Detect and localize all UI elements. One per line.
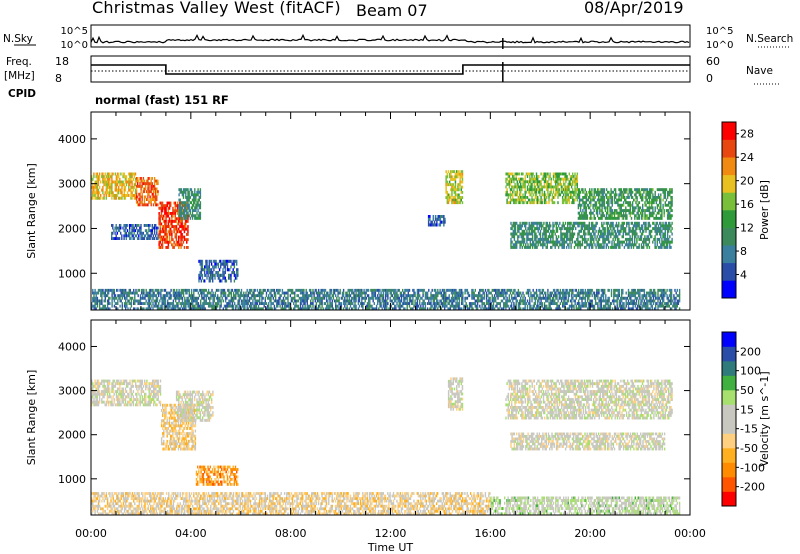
nave-tick-60: 60: [706, 55, 720, 68]
frequency-trace: [91, 64, 690, 75]
velocity-colorbar: [721, 331, 739, 507]
power-colorbar-tick-8: 8: [740, 245, 747, 258]
velocity-ylabel: Slant Range [km]: [25, 370, 38, 466]
power-panel: [91, 170, 681, 311]
velocity-region-2: [175, 390, 214, 422]
velocity-region-5: [505, 379, 673, 420]
nave-label: Nave: [746, 65, 773, 77]
xtick-3: 12:00: [375, 527, 407, 540]
velocity-region-8: [490, 496, 681, 516]
power-colorbar-tick-20: 20: [740, 175, 754, 188]
velocity-region-6: [510, 432, 666, 451]
velocity-ytick-3000: 3000: [58, 385, 86, 398]
xtick-6: 00:00: [674, 527, 706, 540]
velocity-colorbar-tick-6: -100: [740, 461, 765, 474]
velocity-colorbar-tick-1: 100: [740, 365, 761, 378]
noise-tick-bottom-right: 10^0: [706, 40, 733, 51]
noise-tick-bottom-left: 10^0: [61, 40, 88, 51]
power-colorbar-tick-16: 16: [740, 198, 754, 211]
power-colorbar-tick-28: 28: [740, 128, 754, 141]
power-region-3: [178, 188, 202, 220]
power-region-9: [577, 188, 673, 220]
velocity-colorbar-tick-7: -200: [740, 481, 765, 494]
velocity-region-7: [91, 492, 491, 516]
nsearch-label: N.Search: [746, 33, 793, 45]
power-region-0: [91, 172, 137, 200]
power-colorbar-label: Power [dB]: [758, 180, 771, 240]
velocity-colorbar-tick-3: 15: [740, 403, 754, 416]
power-colorbar: [721, 121, 739, 299]
freq-tick-18: 18: [55, 55, 69, 68]
power-ytick-2000: 2000: [58, 222, 86, 235]
power-ytick-4000: 4000: [58, 133, 86, 146]
power-colorbar-tick-12: 12: [740, 222, 754, 235]
velocity-ytick-2000: 2000: [58, 429, 86, 442]
velocity-colorbar-label: Velocity [m s^-1]: [758, 371, 771, 466]
power-region-8: [505, 172, 578, 205]
date-label: 08/Apr/2019: [584, 0, 684, 17]
velocity-colorbar-tick-5: -50: [740, 442, 758, 455]
velocity-region-0: [91, 379, 162, 407]
x-axis-label: Time UT: [367, 541, 413, 554]
cpid-label: CPID: [8, 88, 36, 100]
freq-unit-label: [MHz]: [4, 70, 35, 82]
power-ylabel: Slant Range [km]: [25, 163, 38, 259]
xtick-0: 00:00: [75, 527, 107, 540]
velocity-region-4: [447, 377, 464, 411]
power-ytick-1000: 1000: [58, 267, 86, 280]
velocity-ytick-1000: 1000: [58, 473, 86, 486]
freq-tick-8: 8: [55, 72, 62, 85]
power-colorbar-tick-4: 4: [740, 269, 747, 282]
velocity-ytick-4000: 4000: [58, 340, 86, 353]
power-region-6: [445, 170, 464, 205]
freq-panel-frame: [90, 55, 691, 83]
nave-tick-0: 0: [706, 72, 713, 85]
power-region-10: [510, 221, 673, 249]
xtick-4: 16:00: [474, 527, 506, 540]
velocity-colorbar-tick-2: 50: [740, 384, 754, 397]
velocity-colorbar-tick-0: 200: [740, 345, 761, 358]
cpid-value: normal (fast) 151 RF: [95, 93, 229, 107]
velocity-region-1: [160, 403, 197, 451]
velocity-panel-frame: [90, 319, 691, 516]
power-region-7: [427, 215, 446, 227]
beam-label: Beam 07: [356, 1, 428, 20]
freq-label: Freq.: [6, 56, 32, 68]
noise-panel-frame: [90, 24, 691, 48]
noise-trace: [90, 33, 690, 44]
power-region-4: [111, 224, 159, 240]
power-region-1: [135, 177, 159, 207]
xtick-2: 08:00: [275, 527, 307, 540]
noise-tick-top-left: 10^5: [61, 26, 88, 37]
nsky-label: N.Sky: [3, 33, 33, 45]
velocity-colorbar-tick-4: -15: [740, 423, 758, 436]
power-colorbar-tick-24: 24: [740, 151, 754, 164]
velocity-panel: [91, 377, 681, 516]
power-region-11: [91, 288, 681, 311]
noise-tick-top-right: 10^5: [706, 26, 733, 37]
velocity-region-3: [195, 465, 239, 486]
power-ytick-3000: 3000: [58, 178, 86, 191]
power-region-5: [198, 259, 239, 283]
xtick-5: 20:00: [574, 527, 606, 540]
chart-title: Christmas Valley West (fitACF): [92, 0, 341, 17]
xtick-1: 04:00: [175, 527, 207, 540]
